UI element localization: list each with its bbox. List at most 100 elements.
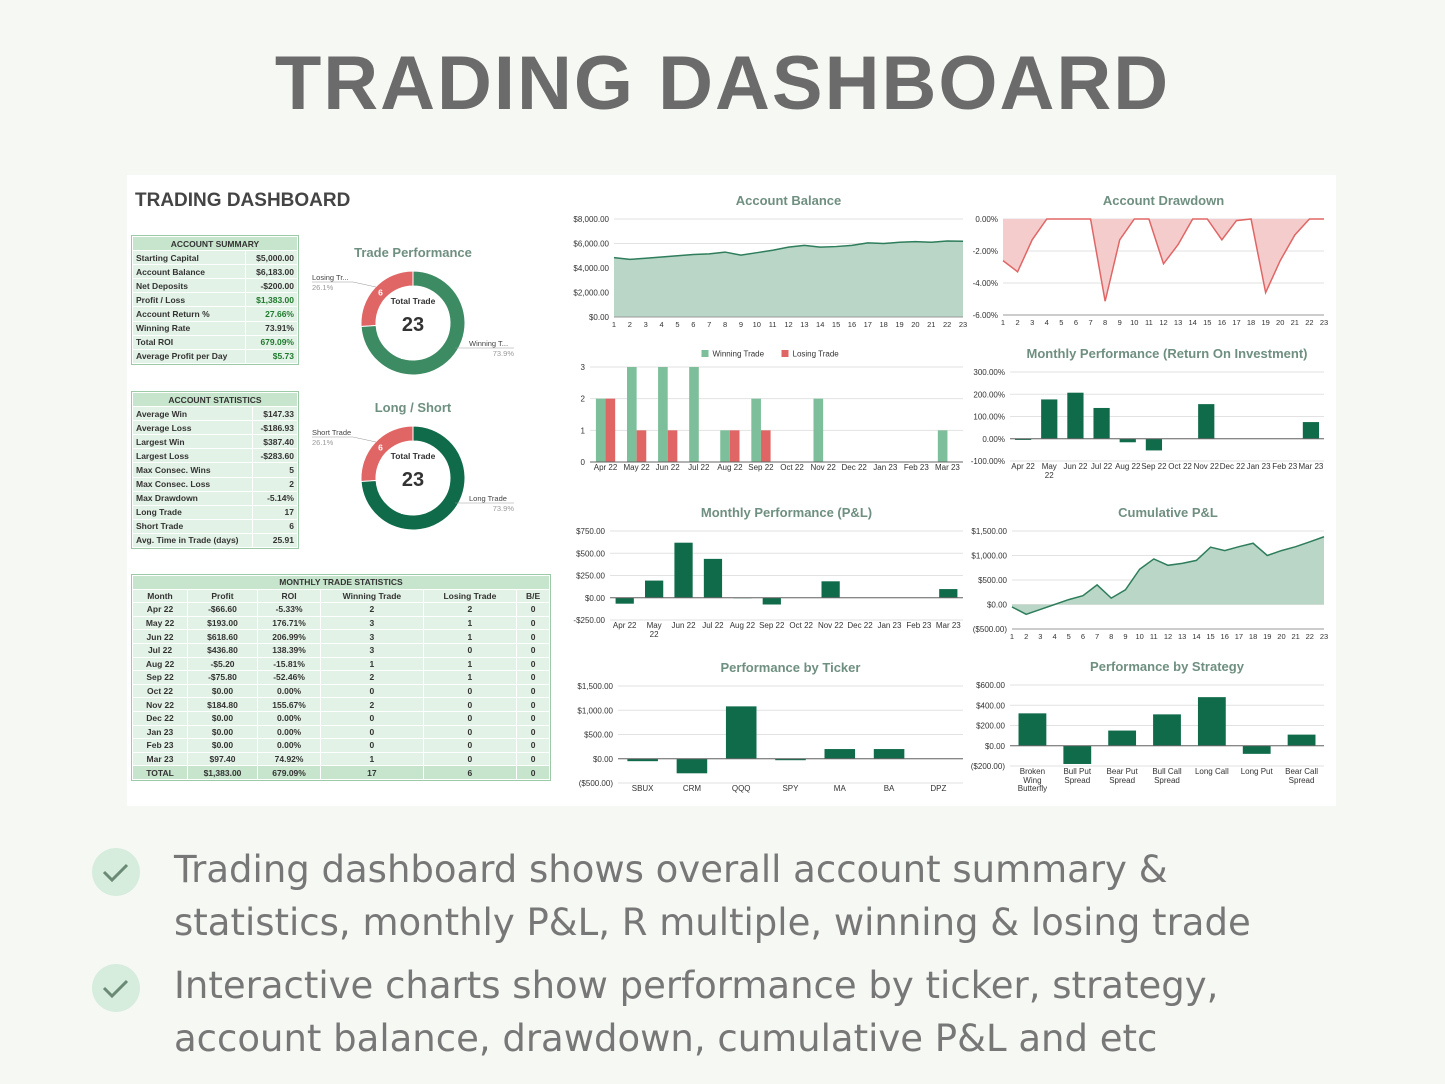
x-tick-label: Jul 22 bbox=[702, 622, 724, 630]
x-tick-label: Dec 22 bbox=[847, 622, 873, 630]
row-label: Mar 23 bbox=[133, 752, 188, 766]
cell-value: 206.99% bbox=[257, 630, 321, 643]
table-row: Nov 22 $184.80 155.67% 2 0 0 bbox=[133, 698, 549, 711]
row-label: Apr 22 bbox=[133, 603, 188, 616]
cell-value: $147.33 bbox=[253, 407, 297, 421]
cell-value: 0 bbox=[517, 603, 549, 616]
cell-value: $5,000.00 bbox=[246, 251, 297, 265]
cell-value: 0 bbox=[517, 657, 549, 671]
x-tick-label: 10 bbox=[1135, 632, 1143, 641]
cell-value: -52.46% bbox=[257, 671, 321, 684]
row-label: Nov 22 bbox=[133, 698, 188, 711]
table-row: Account Balance $6,183.00 bbox=[133, 265, 297, 279]
slice-name: Long Trade bbox=[469, 494, 507, 503]
cell-value: 3 bbox=[321, 630, 423, 643]
x-tick-label: 19 bbox=[1263, 632, 1271, 641]
row-label: Oct 22 bbox=[133, 684, 188, 698]
cell-value: $193.00 bbox=[188, 616, 257, 630]
row-label: Average Loss bbox=[133, 421, 253, 435]
check-icon bbox=[92, 848, 140, 1012]
x-label-box: Nov 22 bbox=[1194, 463, 1219, 471]
row-label: Jul 22 bbox=[133, 643, 188, 657]
bar bbox=[824, 749, 856, 759]
x-label-box: SPY bbox=[782, 785, 798, 793]
cell-value: 0 bbox=[423, 643, 517, 657]
table-row: Avg. Time in Trade (days) 25.91 bbox=[133, 533, 297, 548]
x-tick-label: 1 bbox=[612, 320, 616, 329]
cell-value: 2 bbox=[321, 698, 423, 711]
x-label-box: QQQ bbox=[732, 785, 751, 793]
x-label-box: Jul 22 bbox=[1090, 463, 1113, 471]
bar bbox=[627, 758, 658, 762]
y-tick-label: 0 bbox=[581, 458, 586, 467]
center-label: Total Trade bbox=[391, 451, 436, 461]
cell-value: 0 bbox=[517, 671, 549, 684]
donut-slice bbox=[360, 270, 466, 376]
x-tick-label: 3 bbox=[1038, 632, 1042, 641]
bar bbox=[751, 398, 761, 462]
area-fill bbox=[1012, 536, 1324, 615]
x-tick-label: 19 bbox=[895, 320, 903, 329]
table-row: Starting Capital $5,000.00 bbox=[133, 251, 297, 265]
cell-value: $0.00 bbox=[188, 711, 257, 725]
bar bbox=[674, 542, 693, 598]
x-label-box: Dec 22 bbox=[847, 622, 873, 630]
x-label-box: Bull Put Spread bbox=[1063, 768, 1091, 784]
x-tick-label: Apr 22 bbox=[612, 622, 637, 630]
x-tick-label: 19 bbox=[1261, 318, 1269, 327]
cell-value: 2 bbox=[321, 671, 423, 684]
row-label: Starting Capital bbox=[133, 251, 246, 265]
x-label-box: Aug 22 bbox=[1115, 463, 1140, 471]
page-title: TRADING DASHBOARD bbox=[274, 41, 1171, 126]
x-tick-label: Dec 22 bbox=[1219, 463, 1246, 471]
chart-title: Performance by Strategy bbox=[1090, 659, 1245, 674]
x-label-box: Broken Wing Butterfly bbox=[1018, 768, 1047, 793]
bar bbox=[725, 706, 757, 759]
chart-title: Trade Performance bbox=[354, 245, 472, 260]
bar bbox=[667, 430, 678, 462]
cell-value: $0.00 bbox=[188, 739, 257, 752]
y-tick-label: 100.00% bbox=[973, 413, 1005, 422]
x-label-box: Mar 23 bbox=[1298, 463, 1323, 471]
bar bbox=[729, 430, 740, 462]
x-tick-label: 12 bbox=[1164, 632, 1172, 641]
table-row: Max Consec. Loss 2 bbox=[133, 477, 297, 491]
table-row: Dec 22 $0.00 0.00% 0 0 0 bbox=[133, 711, 549, 725]
row-label: Largest Loss bbox=[133, 449, 253, 463]
slice-name: Winning T... bbox=[469, 339, 508, 348]
table-row: Largest Loss -$283.60 bbox=[133, 449, 297, 463]
leader-line bbox=[312, 281, 377, 288]
x-tick-label: 7 bbox=[1095, 632, 1099, 641]
cell-value: 3 bbox=[321, 616, 423, 630]
bar bbox=[1145, 438, 1163, 451]
row-label: Jun 22 bbox=[133, 630, 188, 643]
x-tick-label: BA bbox=[883, 785, 895, 793]
y-tick-label: ($500.00) bbox=[973, 625, 1008, 634]
x-tick-label: 20 bbox=[911, 320, 919, 329]
y-tick-label: $4,000.00 bbox=[573, 264, 609, 273]
bar bbox=[1153, 714, 1181, 746]
dashboard-title: TRADING DASHBOARD bbox=[135, 190, 351, 211]
cell-value: -$186.93 bbox=[253, 421, 297, 435]
legend-swatch bbox=[701, 350, 709, 357]
y-tick-label: $0.00 bbox=[593, 755, 614, 764]
cell-value: 5 bbox=[253, 463, 297, 477]
table-row: Long Trade 17 bbox=[133, 505, 297, 519]
cell-value: 1 bbox=[321, 657, 423, 671]
x-tick-label: 23 bbox=[959, 320, 967, 329]
cell-value: -15.81% bbox=[257, 657, 321, 671]
x-tick-label: May 22 bbox=[646, 622, 662, 639]
x-label-box: Apr 22 bbox=[594, 464, 618, 472]
table-row: May 22 $193.00 176.71% 3 1 0 bbox=[133, 616, 549, 630]
bar bbox=[1018, 713, 1047, 746]
x-label-box: Mar 23 bbox=[936, 622, 961, 630]
x-tick-label: Jul 22 bbox=[1090, 463, 1113, 471]
x-tick-label: 4 bbox=[1052, 632, 1056, 641]
x-tick-label: 22 bbox=[943, 320, 951, 329]
table-title: ACCOUNT SUMMARY bbox=[133, 237, 297, 251]
x-tick-label: 9 bbox=[1123, 632, 1127, 641]
cell-value: -$75.80 bbox=[188, 671, 257, 684]
x-label-box: Mar 23 bbox=[935, 464, 960, 472]
x-tick-label: 15 bbox=[832, 320, 840, 329]
